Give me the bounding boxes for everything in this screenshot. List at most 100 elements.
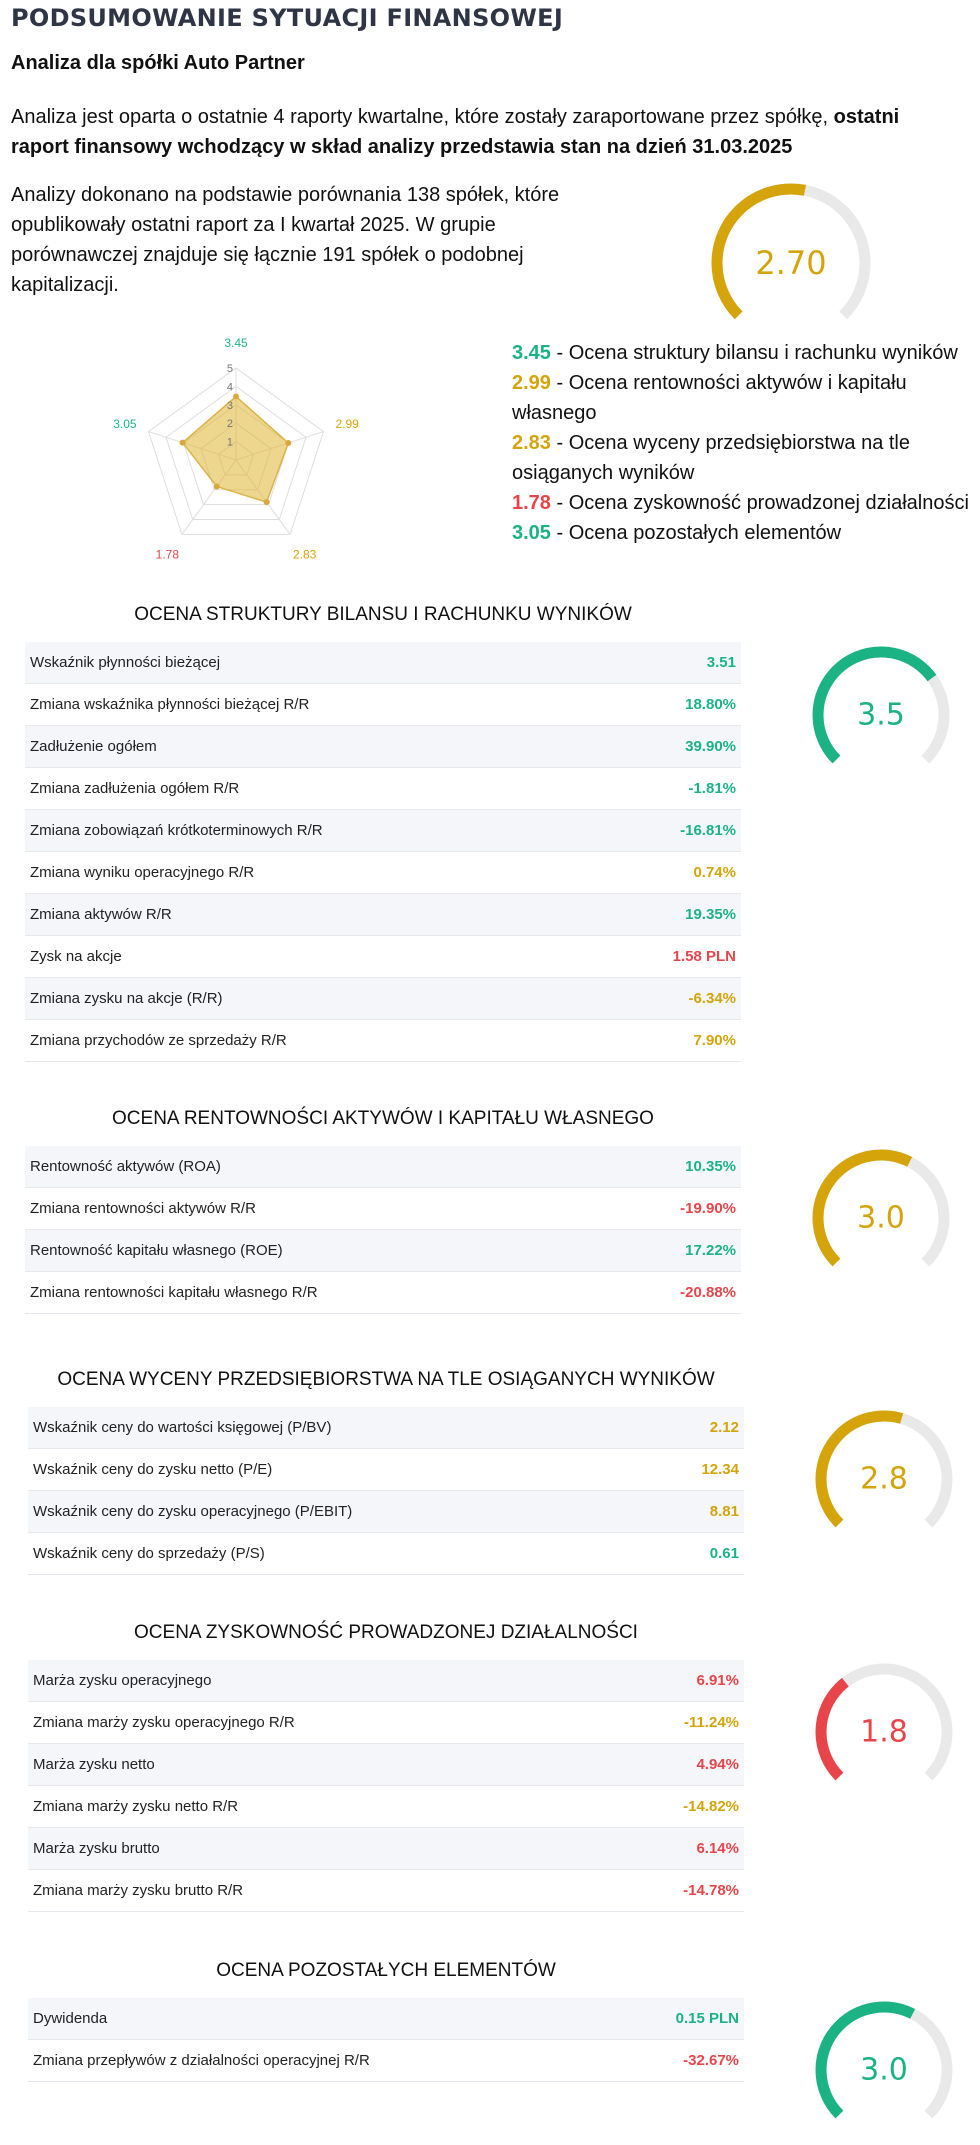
radar-scale-label: 3	[227, 400, 233, 412]
radar-axis-label: 2.99	[335, 417, 359, 431]
table-row: Zadłużenie ogółem 39.90%	[25, 725, 741, 768]
metric-label: Zadłużenie ogółem	[25, 725, 602, 768]
metric-value: 0.74%	[601, 851, 741, 894]
valuation-score-gauge: 2.8	[809, 1404, 959, 1554]
metric-value: 6.91%	[604, 1660, 744, 1702]
table-row: Zmiana przychodów ze sprzedaży R/R 7.90%	[25, 1019, 741, 1062]
valuation-gauge-fill	[815, 1410, 953, 1548]
metric-label: Zmiana zysku na akcje (R/R)	[25, 977, 602, 1020]
valuation-metrics-table: Wskaźnik ceny do wartości księgowej (P/B…	[28, 1407, 744, 1575]
metric-value: -6.34%	[601, 977, 741, 1020]
metric-value: 3.51	[601, 642, 741, 684]
legend-label: - Ocena rentowności aktywów i kapitału w…	[512, 372, 907, 424]
overall-gauge-fill	[711, 183, 871, 343]
table-row: Zmiana marży zysku brutto R/R -14.78%	[28, 1869, 744, 1912]
metric-label: Rentowność aktywów (ROA)	[25, 1146, 612, 1188]
radar-axis-label: 3.05	[113, 417, 137, 431]
metric-label: Zmiana przepływów z działalności operacy…	[28, 2039, 619, 2082]
balance-structure-section-title: OCENA STRUKTURY BILANSU I RACHUNKU WYNIK…	[134, 604, 632, 625]
metric-value: 19.35%	[601, 893, 741, 936]
legend-score: 3.05	[512, 522, 551, 544]
table-row: Wskaźnik ceny do sprzedaży (P/S) 0.61	[28, 1532, 744, 1575]
legend-item: 3.05 - Ocena pozostałych elementów	[512, 518, 972, 548]
table-row: Zmiana wskaźnika płynności bieżącej R/R 1…	[25, 683, 741, 726]
table-row: Zmiana zadłużenia ogółem R/R -1.81%	[25, 767, 741, 810]
valuation-gauge-svg: 2.8	[815, 1410, 953, 1548]
table-row: Zmiana marży zysku netto R/R -14.82%	[28, 1785, 744, 1828]
table-row: Wskaźnik ceny do zysku operacyjnego (P/E…	[28, 1490, 744, 1533]
score-legend: 3.45 - Ocena struktury bilansu i rachunk…	[512, 338, 972, 548]
metric-value: -14.78%	[604, 1869, 744, 1912]
table-row: Zmiana rentowności kapitału własnego R/R…	[25, 1271, 741, 1314]
legend-label: - Ocena struktury bilansu i rachunku wyn…	[550, 342, 958, 364]
operating-profitability-score-value: 1.8	[860, 1715, 908, 1750]
metric-label: Zmiana rentowności aktywów R/R	[25, 1187, 612, 1230]
radar-scale-label: 1	[227, 437, 233, 449]
legend-score: 1.78	[512, 492, 551, 514]
radar-axis-label: 2.83	[293, 548, 317, 562]
radar-score-area	[181, 395, 290, 504]
metric-value: 7.90%	[601, 1019, 741, 1062]
peer-group-description: Analizy dokonano na podstawie porównania…	[11, 184, 560, 296]
balance-structure-gauge-fill	[812, 646, 950, 784]
metric-label: Dywidenda	[28, 1998, 619, 2040]
operating-profitability-metrics-table: Marża zysku operacyjnego 6.91% Zmiana marż…	[28, 1660, 744, 1912]
metric-label: Zmiana marży zysku netto R/R	[28, 1785, 605, 1828]
radar-point	[179, 439, 186, 446]
radar-point	[285, 439, 292, 446]
metric-label: Wskaźnik ceny do wartości księgowej (P/B…	[28, 1407, 654, 1449]
legend-score: 2.99	[512, 372, 551, 394]
metric-label: Wskaźnik ceny do zysku operacyjnego (P/E…	[28, 1490, 654, 1533]
table-row: Zmiana wyniku operacyjnego R/R 0.74%	[25, 851, 741, 894]
radar-chart: 1 2 3 4 5 3.45 2.99 2.83 1.78 3.05	[110, 330, 360, 575]
asset-equity-profitability-metrics-table: Rentowność aktywów (ROA) 10.35% Zmiana ren…	[25, 1146, 741, 1314]
metric-value: 4.94%	[604, 1743, 744, 1786]
radar-scale-label: 5	[227, 363, 233, 375]
page-title: PODSUMOWANIE SYTUACJI FINANSOWEJ	[11, 4, 564, 32]
asset-equity-profitability-score-value: 3.0	[857, 1201, 905, 1236]
radar-point	[213, 483, 220, 490]
metric-value: 17.22%	[611, 1229, 741, 1272]
radar-point	[263, 499, 270, 506]
metric-label: Rentowność kapitału własnego (ROE)	[25, 1229, 612, 1272]
table-row: Wskaźnik płynności bieżącej 3.51	[25, 642, 741, 684]
metric-label: Marża zysku netto	[28, 1743, 605, 1786]
radar-scale-label: 4	[227, 381, 233, 393]
legend-item: 1.78 - Ocena zyskowność prowadzonej dzia…	[512, 488, 972, 518]
metric-value: 18.80%	[601, 683, 741, 726]
other-elements-metrics-table: Dywidenda 0.15 PLN Zmiana przepływów z dzi…	[28, 1998, 744, 2082]
table-row: Marża zysku netto 4.94%	[28, 1743, 744, 1786]
metric-value: 2.12	[653, 1407, 744, 1449]
asset-equity-profitability-section-title: OCENA RENTOWNOŚCI AKTYWÓW I KAPITAŁU WŁA…	[112, 1108, 654, 1129]
legend-label: - Ocena pozostałych elementów	[550, 522, 842, 544]
metric-value: -1.81%	[601, 767, 741, 810]
radar-scale-label: 2	[227, 418, 233, 430]
metric-label: Zysk na akcje	[25, 935, 602, 978]
balance-structure-gauge-svg: 3.5	[812, 646, 950, 784]
metric-value: -16.81%	[601, 809, 741, 852]
asset-equity-profitability-gauge-fill	[812, 1149, 950, 1287]
radar-grid-ring	[147, 367, 325, 535]
table-row: Rentowność kapitału własnego (ROE) 17.22%	[25, 1229, 741, 1272]
metric-value: 0.15 PLN	[618, 1998, 744, 2040]
table-row: Marża zysku brutto 6.14%	[28, 1827, 744, 1870]
metric-value: 39.90%	[601, 725, 741, 768]
metric-value: -20.88%	[611, 1271, 741, 1314]
operating-profitability-gauge-svg: 1.8	[815, 1663, 953, 1801]
metric-label: Zmiana wskaźnika płynności bieżącej R/R	[25, 683, 602, 726]
metric-label: Zmiana marży zysku brutto R/R	[28, 1869, 605, 1912]
metric-label: Zmiana zadłużenia ogółem R/R	[25, 767, 602, 810]
other-elements-score-value: 3.0	[860, 2053, 908, 2088]
metric-label: Marża zysku operacyjnego	[28, 1660, 605, 1702]
overall-gauge-svg: 2.70	[711, 183, 871, 343]
other-elements-gauge-fill	[815, 2001, 953, 2139]
radar-grid-ring	[165, 385, 307, 521]
asset-equity-profitability-score-gauge: 3.0	[806, 1143, 956, 1293]
radar-axis-label: 3.45	[224, 336, 248, 350]
metric-label: Zmiana wyniku operacyjnego R/R	[25, 851, 602, 894]
metric-value: -11.24%	[604, 1701, 744, 1744]
legend-label: - Ocena zyskowność prowadzonej działalno…	[550, 492, 969, 514]
overall-score-value: 2.70	[755, 244, 826, 282]
table-row: Rentowność aktywów (ROA) 10.35%	[25, 1146, 741, 1188]
metric-label: Marża zysku brutto	[28, 1827, 605, 1870]
